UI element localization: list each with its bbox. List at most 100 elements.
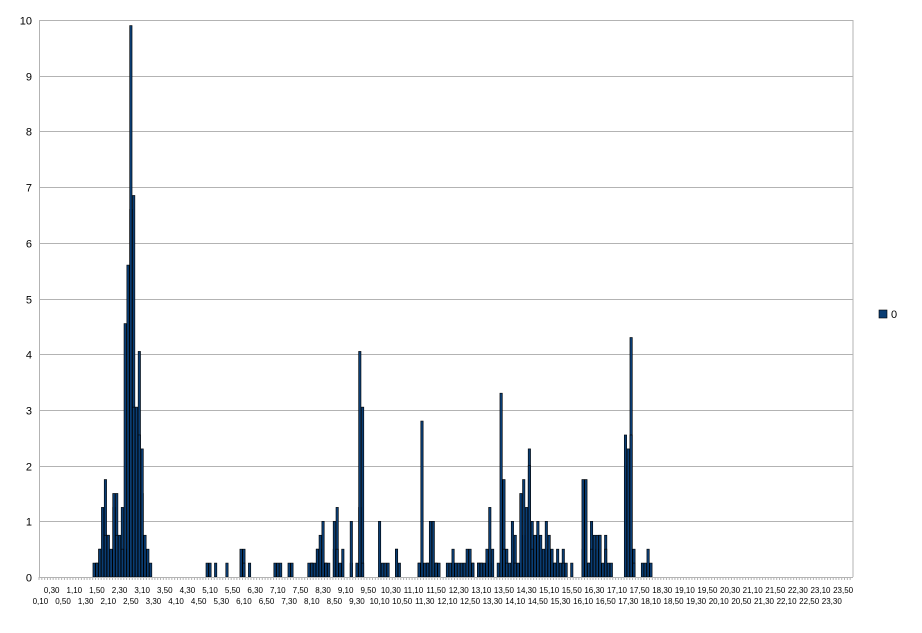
- bar: [581, 479, 585, 578]
- x-tick-label: 18,30: [652, 586, 673, 595]
- x-tick-label: 20,50: [731, 597, 752, 606]
- x-tick-label: 7,10: [270, 586, 286, 595]
- x-tick-label: 1,50: [89, 586, 105, 595]
- x-tick-label: 7,50: [293, 586, 309, 595]
- bar: [601, 562, 605, 578]
- bar: [508, 562, 512, 578]
- bar: [332, 520, 336, 578]
- bar: [358, 351, 362, 578]
- bar: [542, 548, 545, 578]
- bar: [361, 562, 365, 578]
- x-tick-label: 6,50: [259, 597, 275, 606]
- bar: [477, 562, 480, 578]
- bar: [101, 507, 105, 578]
- bar: [355, 562, 359, 578]
- y-tick-label: 3: [26, 406, 32, 418]
- bar: [530, 548, 534, 578]
- x-tick-label: 2,50: [123, 597, 139, 606]
- bar: [287, 562, 291, 578]
- bar: [321, 520, 325, 578]
- bar: [307, 562, 311, 578]
- bar: [505, 562, 509, 578]
- legend: 0: [878, 309, 897, 321]
- bar: [590, 548, 594, 578]
- x-tick-label: 6,30: [247, 586, 263, 595]
- bar: [468, 548, 472, 578]
- bar: [242, 562, 246, 578]
- bar: [380, 562, 384, 578]
- x-tick-label: 12,50: [460, 597, 481, 606]
- bar: [146, 548, 150, 578]
- bar: [536, 520, 540, 578]
- bar: [525, 507, 529, 578]
- x-tick-label: 19,10: [675, 586, 696, 595]
- x-tick-label: 21,50: [765, 586, 786, 595]
- bar: [587, 562, 591, 578]
- bar: [132, 406, 136, 578]
- bar: [445, 562, 449, 578]
- bar: [313, 562, 317, 578]
- bar: [451, 548, 455, 578]
- bar: [646, 548, 650, 578]
- bar: [454, 562, 458, 578]
- x-tick-label: 17,30: [618, 597, 639, 606]
- x-tick-label: 3,30: [146, 597, 162, 606]
- bar: [595, 534, 599, 578]
- bar: [279, 562, 283, 578]
- bar: [431, 520, 435, 578]
- bar: [310, 562, 314, 578]
- y-tick-label: 9: [26, 72, 32, 84]
- x-tick-label: 22,10: [777, 597, 798, 606]
- bar: [434, 562, 438, 578]
- bar: [513, 562, 517, 578]
- bar: [570, 562, 574, 578]
- x-tick-label: 19,30: [686, 597, 707, 606]
- bar: [640, 562, 644, 578]
- x-tick-label: 0,50: [55, 597, 71, 606]
- bar: [395, 548, 399, 578]
- bar: [129, 25, 133, 578]
- bar: [273, 562, 277, 578]
- bar: [499, 392, 503, 578]
- y-tick-label: 4: [26, 350, 32, 362]
- bar: [214, 562, 218, 578]
- bar: [335, 548, 339, 578]
- x-tick-label: 5,30: [214, 597, 230, 606]
- bar: [556, 548, 560, 578]
- bar: [462, 562, 466, 578]
- bar: [290, 562, 294, 578]
- x-tick-label: 1,30: [78, 597, 94, 606]
- x-tick-label: 15,50: [562, 586, 583, 595]
- bar: [103, 534, 107, 578]
- x-tick-label: 14,10: [505, 597, 526, 606]
- bar: [149, 562, 153, 578]
- bar: [208, 562, 212, 578]
- bar: [533, 534, 537, 578]
- bar: [338, 562, 342, 578]
- bar: [318, 534, 322, 578]
- x-tick-label: 4,30: [180, 586, 196, 595]
- bar: [123, 323, 127, 578]
- x-tick-label: 10,10: [370, 597, 391, 606]
- bar: [225, 562, 229, 578]
- x-tick-label: 21,10: [743, 586, 764, 595]
- x-tick-label: 3,10: [134, 586, 150, 595]
- x-tick-label: 5,10: [202, 586, 218, 595]
- x-tick-label: 0,30: [44, 586, 60, 595]
- x-tick-label: 9,50: [360, 586, 376, 595]
- bar: [550, 548, 554, 578]
- bar: [629, 434, 633, 578]
- bar: [527, 465, 531, 578]
- x-tick-label: 6,10: [236, 597, 252, 606]
- bar: [479, 562, 483, 578]
- x-tick-label: 14,30: [517, 586, 538, 595]
- bar: [106, 534, 110, 578]
- x-tick-label: 23,50: [833, 586, 854, 595]
- x-tick-label: 8,30: [315, 586, 331, 595]
- bar: [143, 534, 147, 578]
- bar: [324, 562, 328, 578]
- x-tick-label: 2,10: [100, 597, 116, 606]
- x-tick-label: 16,10: [573, 597, 594, 606]
- x-tick-label: 22,50: [799, 597, 820, 606]
- bar: [516, 562, 520, 578]
